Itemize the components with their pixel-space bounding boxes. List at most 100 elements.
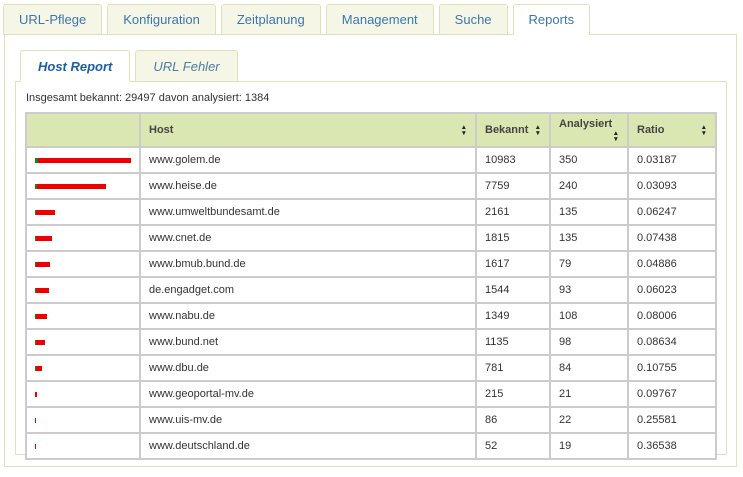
host-report-table: Host ▲ ▼ Bekannt ▲ ▼ Analysiert ▲ ▼ Ratio ▲ ▼ www.g… xyxy=(25,112,717,460)
bekannt-bar-segment xyxy=(36,209,55,215)
ratio-cell: 0.06023 xyxy=(627,276,717,304)
bekannt-cell: 86 xyxy=(475,406,551,434)
table-row: www.heise.de 7759 240 0.03093 xyxy=(25,172,717,200)
sort-both-icon[interactable]: ▲ ▼ xyxy=(534,124,541,137)
ratio-cell: 0.04886 xyxy=(627,250,717,278)
analysiert-bar-segment xyxy=(35,313,36,319)
host-bar xyxy=(35,157,131,163)
column-header-analysiert[interactable]: Analysiert ▲ ▼ xyxy=(549,112,629,148)
analysiert-bar-segment xyxy=(35,183,38,189)
analysiert-cell: 84 xyxy=(549,354,629,382)
sort-both-icon[interactable]: ▲ ▼ xyxy=(700,124,707,137)
host-bar xyxy=(35,365,131,371)
bekannt-bar-segment xyxy=(35,391,37,397)
bekannt-cell: 1544 xyxy=(475,276,551,304)
table-row: www.deutschland.de 52 19 0.36538 xyxy=(25,432,717,460)
table-row: www.nabu.de 1349 108 0.08006 xyxy=(25,302,717,330)
tab-suche[interactable]: Suche xyxy=(438,4,508,35)
bekannt-cell: 215 xyxy=(475,380,551,408)
subtab-url-fehler[interactable]: URL Fehler xyxy=(135,50,238,82)
analysiert-cell: 79 xyxy=(549,250,629,278)
bar-cell xyxy=(25,380,141,408)
ratio-cell: 0.25581 xyxy=(627,406,717,434)
tab-zeitplanung[interactable]: Zeitplanung xyxy=(220,4,321,35)
bekannt-bar-segment xyxy=(37,183,106,189)
reports-panel: Host Report URL Fehler Insgesamt bekannt:… xyxy=(4,34,737,467)
analysiert-cell: 98 xyxy=(549,328,629,356)
tab-url-pflege[interactable]: URL-Pflege xyxy=(3,4,103,35)
bar-cell xyxy=(25,432,141,460)
bekannt-bar-segment xyxy=(35,313,48,319)
table-row: www.dbu.de 781 84 0.10755 xyxy=(25,354,717,382)
subtab-host-report[interactable]: Host Report xyxy=(20,50,131,82)
tab-konfiguration[interactable]: Konfiguration xyxy=(107,4,216,35)
analysiert-cell: 350 xyxy=(549,146,629,174)
host-bar xyxy=(35,235,131,241)
analysiert-cell: 19 xyxy=(549,432,629,460)
table-row: www.uis-mv.de 86 22 0.25581 xyxy=(25,406,717,434)
bekannt-bar-segment xyxy=(35,365,43,371)
bar-cell xyxy=(25,172,141,200)
analysiert-bar-segment xyxy=(35,261,36,267)
host-bar xyxy=(35,313,131,319)
ratio-cell: 0.36538 xyxy=(627,432,717,460)
column-header-bekannt[interactable]: Bekannt ▲ ▼ xyxy=(475,112,551,148)
host-bar xyxy=(35,339,131,345)
bekannt-cell: 781 xyxy=(475,354,551,382)
host-cell: www.umweltbundesamt.de xyxy=(139,198,477,226)
sort-both-icon[interactable]: ▲ ▼ xyxy=(460,124,467,137)
table-row: www.geoportal-mv.de 215 21 0.09767 xyxy=(25,380,717,408)
analysiert-cell: 108 xyxy=(549,302,629,330)
main-tabbar: URL-Pflege Konfiguration Zeitplanung Manage… xyxy=(0,0,743,35)
table-row: www.golem.de 10983 350 0.03187 xyxy=(25,146,717,174)
analysiert-bar-segment xyxy=(35,209,37,215)
column-label: Ratio xyxy=(637,124,665,136)
host-bar xyxy=(35,391,131,397)
table-row: www.umweltbundesamt.de 2161 135 0.06247 xyxy=(25,198,717,226)
host-cell: www.geoportal-mv.de xyxy=(139,380,477,408)
host-report-panel: Insgesamt bekannt: 29497 davon analysier… xyxy=(15,81,727,460)
analysiert-cell: 21 xyxy=(549,380,629,408)
bekannt-bar-segment xyxy=(35,339,46,345)
host-cell: www.nabu.de xyxy=(139,302,477,330)
ratio-cell: 0.03093 xyxy=(627,172,717,200)
bekannt-cell: 2161 xyxy=(475,198,551,226)
column-label: Analysiert xyxy=(559,118,613,130)
host-bar xyxy=(35,209,131,215)
host-bar xyxy=(35,443,131,449)
column-header-host[interactable]: Host ▲ ▼ xyxy=(139,112,477,148)
analysiert-cell: 22 xyxy=(549,406,629,434)
bar-cell xyxy=(25,328,141,356)
analysiert-cell: 93 xyxy=(549,276,629,304)
summary-text: Insgesamt bekannt: 29497 davon analysier… xyxy=(26,92,270,104)
host-cell: www.uis-mv.de xyxy=(139,406,477,434)
bekannt-bar-segment xyxy=(35,287,50,293)
table-header: Host ▲ ▼ Bekannt ▲ ▼ Analysiert ▲ ▼ Ratio ▲ ▼ xyxy=(25,112,717,148)
bar-cell xyxy=(25,198,141,226)
host-bar xyxy=(35,287,131,293)
analysiert-bar-segment xyxy=(35,287,36,293)
bar-cell xyxy=(25,146,141,174)
table-body: www.golem.de 10983 350 0.03187 www.heise.de 7… xyxy=(25,146,717,460)
tab-management[interactable]: Management xyxy=(325,4,434,35)
analysiert-bar-segment xyxy=(35,339,36,345)
column-label: Bekannt xyxy=(485,124,529,136)
host-bar xyxy=(35,417,131,423)
ratio-cell: 0.10755 xyxy=(627,354,717,382)
host-cell: www.bund.net xyxy=(139,328,477,356)
analysiert-bar-segment xyxy=(35,235,37,241)
host-bar xyxy=(35,183,131,189)
ratio-cell: 0.06247 xyxy=(627,198,717,226)
host-cell: www.golem.de xyxy=(139,146,477,174)
table-row: www.cnet.de 1815 135 0.07438 xyxy=(25,224,717,252)
analysiert-cell: 135 xyxy=(549,224,629,252)
bekannt-bar-segment xyxy=(36,235,52,241)
column-header-ratio[interactable]: Ratio ▲ ▼ xyxy=(627,112,717,148)
tab-reports[interactable]: Reports xyxy=(512,4,591,35)
host-cell: www.bmub.bund.de xyxy=(139,250,477,278)
bekannt-bar-segment xyxy=(35,417,36,423)
bekannt-bar-segment xyxy=(38,157,131,163)
bar-cell xyxy=(25,250,141,278)
sort-both-icon[interactable]: ▲ ▼ xyxy=(612,130,619,143)
bekannt-cell: 1349 xyxy=(475,302,551,330)
